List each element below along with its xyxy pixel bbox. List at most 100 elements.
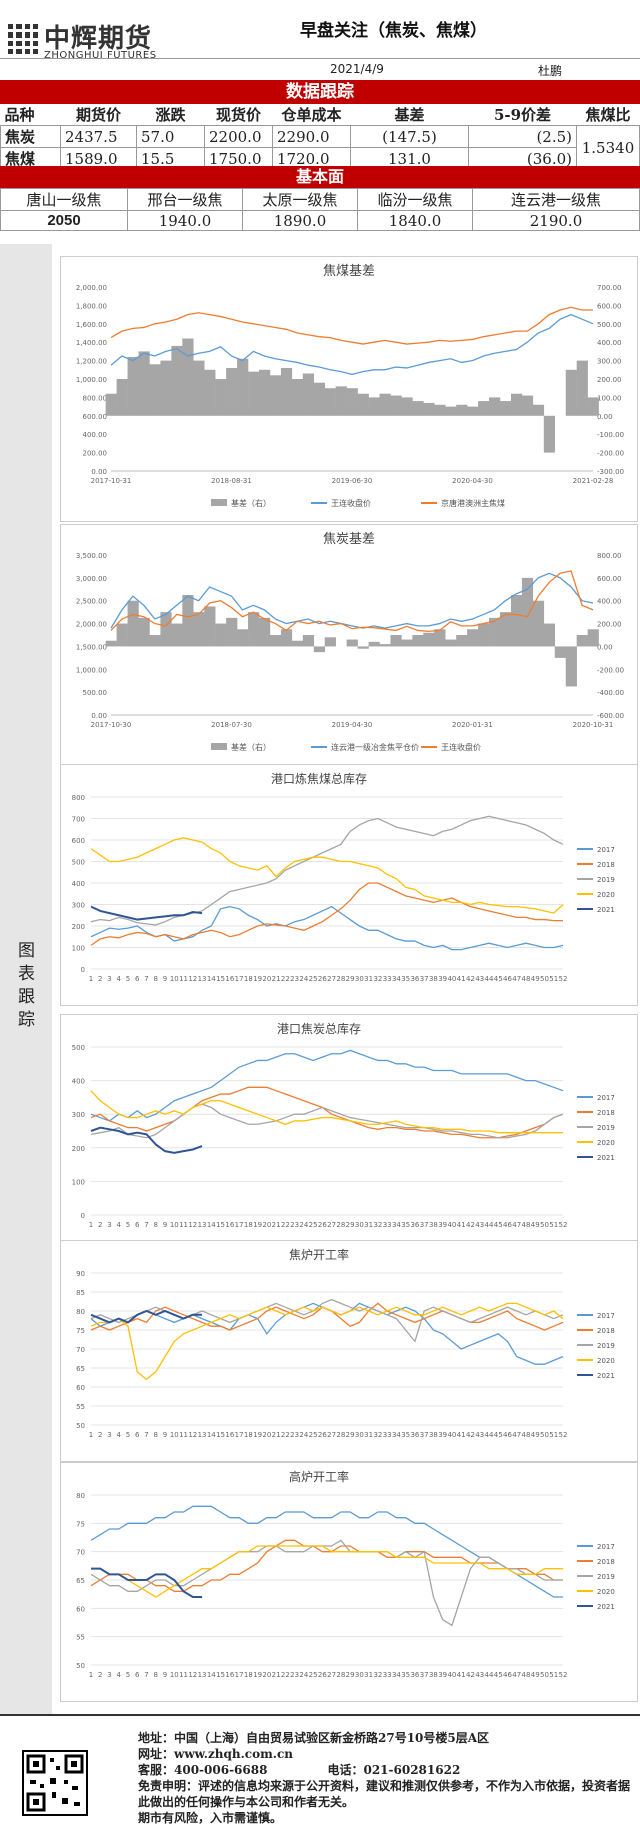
x-tick-label: 30 bbox=[355, 1221, 364, 1229]
basis-bar bbox=[171, 345, 183, 416]
basis-bar bbox=[280, 629, 293, 647]
y-tick-label: 3,500.00 bbox=[76, 552, 107, 560]
y-tick-label: 400 bbox=[72, 880, 85, 888]
x-tick-label: 49 bbox=[531, 975, 540, 983]
y2-tick-label: 200.00 bbox=[597, 376, 622, 384]
y2-tick-label: 0.00 bbox=[597, 413, 613, 421]
x-tick-label: 7 bbox=[144, 1431, 148, 1439]
x-tick-label: 15 bbox=[216, 1221, 225, 1229]
series-line bbox=[90, 882, 563, 946]
y-tick-label: 2,000.00 bbox=[76, 284, 107, 292]
x-tick-label: 5 bbox=[126, 1221, 130, 1229]
x-tick-label: 48 bbox=[522, 975, 531, 983]
series-line bbox=[90, 1298, 564, 1343]
legend-label: 2020 bbox=[597, 1139, 615, 1147]
legend-label: 2020 bbox=[597, 1357, 615, 1365]
page-title: 早盘关注（焦炭、焦煤） bbox=[300, 21, 487, 41]
y2-tick-label: 300.00 bbox=[597, 358, 622, 366]
basis-bar bbox=[171, 623, 183, 647]
series-line bbox=[90, 1539, 563, 1592]
y2-tick-label: -600.00 bbox=[597, 712, 624, 720]
y-tick-label: 800 bbox=[72, 794, 85, 802]
basis-bar bbox=[204, 369, 216, 416]
y2-tick-label: 600.00 bbox=[597, 302, 622, 310]
series-line bbox=[90, 837, 564, 914]
y-tick-label: 55 bbox=[76, 1634, 85, 1642]
x-tick-label: 36 bbox=[410, 1221, 419, 1229]
legend-label: 连云港一级冶金焦平仓价 bbox=[331, 742, 419, 752]
table-cell: 2190.0 bbox=[472, 210, 640, 231]
x-tick-label: 42 bbox=[466, 1431, 475, 1439]
series-line bbox=[110, 313, 594, 376]
basis-bar bbox=[532, 404, 545, 416]
x-tick-label: 9 bbox=[163, 975, 167, 983]
x-tick-label: 40 bbox=[447, 1221, 456, 1229]
x-tick-label: 29 bbox=[346, 975, 355, 983]
y-tick-label: 200.00 bbox=[83, 450, 108, 458]
basis-bar bbox=[521, 395, 534, 416]
x-tick-label: 31 bbox=[364, 1431, 373, 1439]
x-tick-label: 35 bbox=[401, 1671, 410, 1679]
basis-bar bbox=[478, 401, 490, 416]
x-tick-label: 9 bbox=[163, 1671, 167, 1679]
report-date: 2021/4/9 bbox=[330, 62, 384, 76]
x-tick-label: 23 bbox=[290, 1221, 299, 1229]
x-tick-label: 50 bbox=[540, 1431, 549, 1439]
x-tick-label: 8 bbox=[154, 1671, 158, 1679]
y2-tick-label: -400.00 bbox=[597, 689, 624, 697]
basis-bar bbox=[412, 635, 424, 647]
x-tick-label: 27 bbox=[327, 1221, 336, 1229]
basis-bar bbox=[357, 393, 369, 416]
x-tick-label: 12 bbox=[188, 1431, 197, 1439]
y2-tick-label: 400.00 bbox=[597, 339, 622, 347]
x-tick-label: 18 bbox=[244, 1431, 253, 1439]
legend-swatch bbox=[211, 743, 227, 750]
y2-tick-label: -100.00 bbox=[597, 431, 624, 439]
x-tick-label: 22 bbox=[281, 975, 290, 983]
y-tick-label: 0.00 bbox=[91, 468, 107, 476]
basis-bar bbox=[543, 623, 556, 647]
y-tick-label: 50 bbox=[76, 1422, 85, 1430]
series-line bbox=[110, 570, 594, 632]
chart-title: 焦煤基差 bbox=[323, 264, 375, 279]
x-tick-label: 11 bbox=[179, 975, 188, 983]
basis-bar bbox=[182, 338, 194, 416]
x-tick-label: 2 bbox=[98, 975, 102, 983]
basis-bar bbox=[401, 397, 413, 416]
legend-label: 2018 bbox=[597, 861, 615, 869]
basis-bar bbox=[248, 612, 260, 647]
x-tick-label: 52 bbox=[559, 1221, 568, 1229]
x-tick-label: 37 bbox=[420, 1431, 429, 1439]
x-tick-label: 42 bbox=[466, 1671, 475, 1679]
table-cell: 2050 bbox=[0, 210, 128, 231]
series-line bbox=[91, 1545, 563, 1598]
basis-bar bbox=[576, 635, 588, 647]
chart-panel-coke-basis: 焦炭基差 0.00 500.00 1,000.00 1,500.00 2,000.00 2,… bbox=[60, 524, 638, 766]
basis-bar bbox=[138, 351, 150, 416]
y-tick-label: 75 bbox=[76, 1327, 85, 1335]
footer-address: 地址：中国（上海）自由贸易试验区新金桥路27号10号楼5层A区 bbox=[138, 1731, 490, 1745]
x-tick-label: 30 bbox=[355, 975, 364, 983]
y2-tick-label: 700.00 bbox=[597, 284, 622, 292]
legend-label: 基差（右） bbox=[231, 742, 271, 752]
x-tick-label: 17 bbox=[235, 1221, 244, 1229]
basis-bar bbox=[565, 646, 577, 687]
x-tick-label: 44 bbox=[484, 1671, 493, 1679]
series-line bbox=[90, 1090, 563, 1134]
footer-disclaimer: 免责申明：评述的信息均来源于公开资料，建议和推测仅供参考，不作为入市依据，投资者… bbox=[138, 1779, 631, 1809]
x-tick-label: 21 bbox=[272, 1221, 281, 1229]
x-tick-label: 46 bbox=[503, 1671, 512, 1679]
legend-label: 2019 bbox=[597, 1573, 615, 1581]
x-tick-label: 41 bbox=[457, 1431, 466, 1439]
basis-bar bbox=[489, 397, 501, 416]
chart-title: 焦炭基差 bbox=[323, 532, 375, 547]
x-tick-label: 26 bbox=[318, 1671, 327, 1679]
fundamentals-table: 唐山一级焦 邢台一级焦 太原一级焦 临汾一级焦 连云港一级焦 2050 1940… bbox=[0, 188, 640, 231]
coke-coal-ratio: 1.5340 bbox=[576, 125, 640, 170]
y-tick-label: 300 bbox=[72, 1111, 85, 1119]
x-tick-label: 39 bbox=[438, 1221, 447, 1229]
x-tick-label: 48 bbox=[522, 1671, 531, 1679]
x-tick-label: 2 bbox=[98, 1671, 102, 1679]
x-tick-label: 45 bbox=[494, 975, 503, 983]
